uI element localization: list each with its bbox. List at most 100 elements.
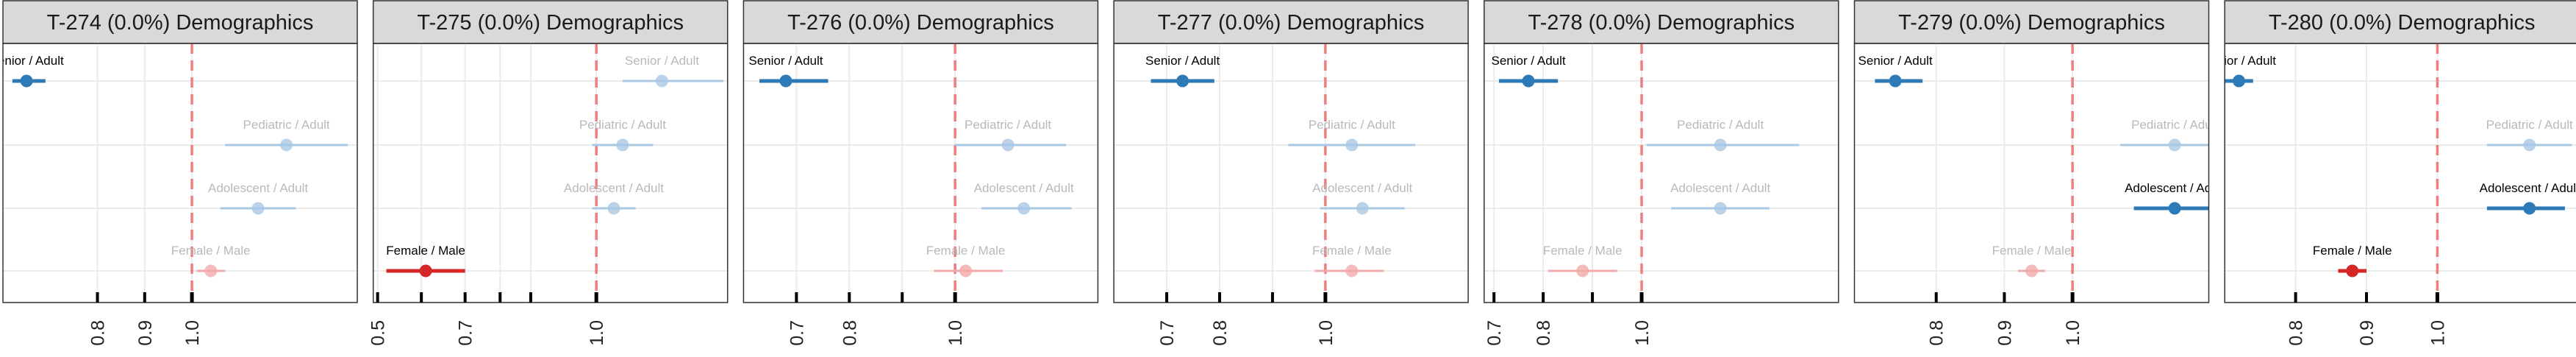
row-label: Senior / Adult — [1145, 54, 1220, 68]
plot-area: Senior / Adult Pediatric / Adult Adolescen… — [373, 43, 728, 303]
row-label: Senior / Adult — [0, 54, 64, 68]
estimate-point — [1001, 138, 1015, 152]
panel-title: T-280 (0.0%) Demographics — [2269, 11, 2536, 35]
tick-label: 0.8 — [1927, 320, 1947, 346]
estimate-point — [2168, 138, 2181, 152]
forest-panel: T-274 (0.0%) Demographics Senior / Adult P… — [0, 0, 358, 346]
tick-label: 0.8 — [840, 320, 860, 346]
panel-border — [1484, 43, 1839, 303]
tick-label: 0.8 — [1210, 320, 1231, 346]
panel-border — [2224, 43, 2576, 303]
row-label: Female / Male — [171, 244, 251, 258]
estimate-point — [616, 138, 629, 152]
plot-area: Senior / Adult Pediatric / Adult Adolescen… — [743, 43, 1098, 303]
panel-strip — [2224, 0, 2576, 44]
tick-label: 1.0 — [945, 320, 966, 346]
estimate-point — [1176, 74, 1189, 88]
row-label: Pediatric / Adult — [243, 118, 330, 132]
tick-label: 1.0 — [587, 320, 607, 346]
plot-area: Senior / Adult Pediatric / Adult Adolescen… — [1484, 43, 1839, 303]
row-label: Adolescent / Adult — [208, 181, 308, 195]
panel-title: T-274 (0.0%) Demographics — [47, 11, 314, 35]
row-label: Pediatric / Adult — [1677, 118, 1764, 132]
panel-title: T-276 (0.0%) Demographics — [787, 11, 1054, 35]
estimate-point — [1889, 74, 1902, 88]
tick-label: 0.9 — [135, 320, 156, 346]
row-label: Senior / Adult — [1858, 54, 1933, 68]
row-label: Adolescent / Adult — [974, 181, 1074, 195]
row-label: Female / Male — [2313, 244, 2392, 258]
tick-label: 0.7 — [456, 320, 476, 346]
row-label: Female / Male — [386, 244, 465, 258]
tick-label: 0.8 — [1534, 320, 1554, 346]
panel-strip — [1113, 0, 1469, 44]
estimate-point — [959, 264, 973, 278]
estimate-point — [20, 74, 33, 88]
estimate-point — [655, 74, 668, 88]
estimate-point — [419, 264, 432, 278]
forest-panel: T-280 (0.0%) Demographics Senior / Adult P… — [2224, 0, 2576, 346]
estimate-point — [2523, 202, 2536, 215]
row-label: Pediatric / Adult — [1309, 118, 1395, 132]
tick-label: 1.0 — [1632, 320, 1653, 346]
tick-label: 1.0 — [2427, 320, 2448, 346]
panel-border — [372, 43, 729, 303]
panel-title: T-275 (0.0%) Demographics — [417, 11, 684, 35]
row-label: Senior / Adult — [625, 54, 699, 68]
row-label: Adolescent / Adult — [2125, 181, 2225, 195]
panel-title: T-278 (0.0%) Demographics — [1528, 11, 1795, 35]
estimate-point — [2025, 264, 2038, 278]
panel-border — [743, 43, 1099, 303]
tick-label: 0.5 — [368, 320, 389, 346]
panel-border — [1113, 43, 1469, 303]
panel-border — [2, 43, 358, 303]
row-label: Pediatric / Adult — [965, 118, 1051, 132]
plot-area: Senior / Adult Pediatric / Adult Adolescen… — [0, 43, 357, 303]
estimate-point — [280, 138, 293, 152]
row-label: Female / Male — [1312, 244, 1392, 258]
tick-label: 0.9 — [2357, 320, 2378, 346]
estimate-point — [1522, 74, 1535, 88]
estimate-point — [251, 202, 265, 215]
plot-area: Senior / Adult Pediatric / Adult Adolescen… — [1854, 43, 2225, 303]
row-label: Female / Male — [1543, 244, 1622, 258]
row-label: Female / Male — [1992, 244, 2072, 258]
estimate-point — [204, 264, 218, 278]
panel-border — [1853, 43, 2210, 303]
row-label: Senior / Adult — [1491, 54, 1565, 68]
estimate-point — [2232, 74, 2245, 88]
row-label: Pediatric / Adult — [2131, 118, 2218, 132]
tick-label: 0.7 — [1157, 320, 1178, 346]
row-label: Senior / Adult — [748, 54, 823, 68]
estimate-point — [1345, 138, 1359, 152]
panel-strip — [743, 0, 1099, 44]
estimate-point — [1576, 264, 1589, 278]
tick-label: 0.8 — [88, 320, 109, 346]
plot-area: Senior / Adult Pediatric / Adult Adolescen… — [1114, 43, 1469, 303]
tick-label: 0.7 — [787, 320, 807, 346]
estimate-point — [2346, 264, 2359, 278]
row-label: Pediatric / Adult — [2486, 118, 2573, 132]
panel-strip — [2, 0, 358, 44]
panel-title: T-279 (0.0%) Demographics — [1898, 11, 2165, 35]
estimate-point — [1017, 202, 1031, 215]
tick-label: 1.0 — [1316, 320, 1337, 346]
estimate-point — [779, 74, 793, 88]
panel-strip — [1853, 0, 2210, 44]
row-label: Female / Male — [926, 244, 1006, 258]
tick-label: 0.8 — [2286, 320, 2307, 346]
forest-panel: T-277 (0.0%) Demographics Senior / Adult P… — [1113, 0, 1469, 346]
plot-area: Senior / Adult Pediatric / Adult Adolescen… — [2225, 43, 2576, 303]
row-label: Adolescent / Adult — [1670, 181, 1770, 195]
panel-strip — [1484, 0, 1839, 44]
row-label: Adolescent / Adult — [1312, 181, 1412, 195]
tick-label: 1.0 — [2063, 320, 2083, 346]
row-label: Adolescent / Adult — [564, 181, 664, 195]
panel-title: T-277 (0.0%) Demographics — [1158, 11, 1425, 35]
estimate-point — [2168, 202, 2181, 215]
tick-label: 0.9 — [1994, 320, 2015, 346]
estimate-point — [607, 202, 620, 215]
row-label: Pediatric / Adult — [579, 118, 666, 132]
